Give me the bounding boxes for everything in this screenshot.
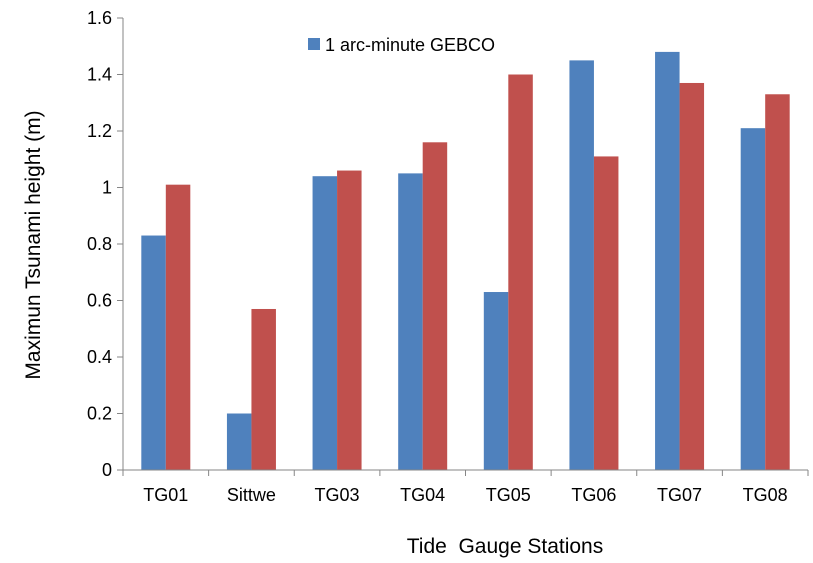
x-tick-label: TG06	[571, 485, 616, 505]
bar-series-1-tg07	[655, 51, 680, 471]
x-tick-label: TG08	[743, 485, 788, 505]
y-tick-label: 0.6	[87, 291, 112, 311]
x-axis-title: Tide Gauge Stations	[407, 535, 604, 558]
x-tick-label: TG07	[657, 485, 702, 505]
bar-series-2-tg03	[337, 170, 362, 471]
y-tick-label: 1.6	[87, 8, 112, 28]
y-tick-labels: 0 0.2 0.4 0.6 0.8 1 1.2 1.4 1.6	[87, 8, 112, 480]
bar-series-2-tg04	[422, 142, 448, 471]
bar-series-2-tg06	[593, 156, 619, 470]
bar-series-1-tg04	[398, 173, 423, 471]
x-tick-labels: TG01 Sittwe TG03 TG04 TG05 TG06 TG07 TG08	[143, 485, 787, 505]
y-axis-title: Maximun Tsunami height (m)	[22, 110, 45, 379]
y-tick-label: 1	[102, 178, 112, 198]
bar-series-1-tg03	[312, 176, 338, 470]
x-tick-label: TG01	[143, 485, 188, 505]
y-tick-label: 0.4	[87, 347, 112, 367]
y-tick-label: 1.2	[87, 121, 112, 141]
bar-series-1-tg06	[569, 60, 594, 470]
bars-layer	[141, 51, 790, 471]
bar-series-1-tg01	[141, 235, 166, 470]
bar-series-1-tg05	[483, 292, 509, 470]
bar-series-1-tg08	[740, 128, 766, 470]
bar-series-2-tg05	[508, 74, 533, 470]
y-tick-label: 0.2	[87, 404, 112, 424]
axes-layer	[117, 17, 809, 476]
bar-series-2-sittwe	[251, 308, 276, 470]
bar-series-2-tg01	[165, 184, 191, 470]
x-tick-label: Sittwe	[227, 485, 276, 505]
legend-label-series-1: 1 arc-minute GEBCO	[325, 35, 495, 55]
y-tick-label: 0.8	[87, 234, 112, 254]
legend: 1 arc-minute GEBCO	[308, 35, 495, 55]
bar-series-2-tg08	[765, 94, 790, 471]
legend-swatch-series-1	[308, 38, 320, 50]
bar-series-2-tg07	[679, 82, 705, 470]
y-tick-label: 0	[102, 460, 112, 480]
x-tick-label: TG03	[315, 485, 360, 505]
y-tick-label: 1.4	[87, 65, 112, 85]
x-tick-label: TG04	[400, 485, 445, 505]
x-tick-label: TG05	[486, 485, 531, 505]
bar-series-1-sittwe	[226, 413, 252, 470]
